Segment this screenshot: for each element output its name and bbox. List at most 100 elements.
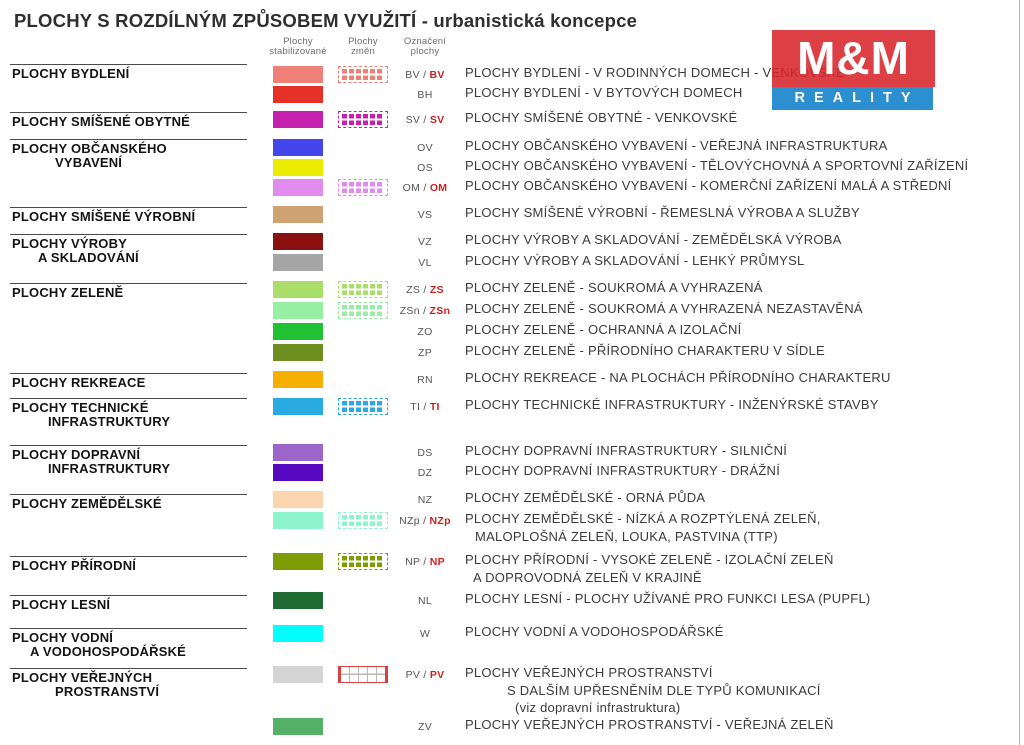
column-header-designation: Označení plochy xyxy=(403,36,447,57)
area-code-stable: PV / xyxy=(405,669,430,681)
area-description-line: PLOCHY VÝROBY A SKLADOVÁNÍ - ZEMĚDĚLSKÁ … xyxy=(465,232,842,247)
area-description-RN: PLOCHY REKREACE - NA PLOCHÁCH PŘÍRODNÍHO… xyxy=(465,369,891,387)
area-description-OV: PLOCHY OBČANSKÉHO VYBAVENÍ - VEŘEJNÁ INF… xyxy=(465,137,888,155)
stable-swatch-ZO xyxy=(273,323,323,340)
category-label-line: PLOCHY VÝROBY xyxy=(12,236,128,251)
area-code-VZ: VZ xyxy=(383,236,467,248)
area-code-stable: DZ xyxy=(417,467,433,479)
stable-swatch-DZ xyxy=(273,464,323,481)
mm-logo-mark: M&M xyxy=(772,30,935,87)
stable-swatch-VS xyxy=(273,206,323,223)
area-description-line: PLOCHY LESNÍ - PLOCHY UŽÍVANÉ PRO FUNKCI… xyxy=(465,591,871,606)
area-code-change: SV xyxy=(429,114,445,126)
area-code-stable: ZP xyxy=(417,347,433,359)
area-code-NZ: NZ xyxy=(383,494,467,506)
stable-swatch-OV xyxy=(273,139,323,156)
area-code-stable: NL xyxy=(417,595,433,607)
stable-swatch-DS xyxy=(273,444,323,461)
area-code-stable: BV / xyxy=(405,69,430,81)
stable-swatch-SV xyxy=(273,111,323,128)
area-description-line: MALOPLOŠNÁ ZELEŇ, LOUKA, PASTVINA (TTP) xyxy=(475,528,778,544)
area-description-VL: PLOCHY VÝROBY A SKLADOVÁNÍ - LEHKÝ PRŮMY… xyxy=(465,252,804,270)
category-divider xyxy=(10,234,247,235)
category-divider xyxy=(10,595,247,596)
area-description-DS: PLOCHY DOPRAVNÍ INFRASTRUKTURY - SILNIČN… xyxy=(465,442,787,460)
change-swatch-BV xyxy=(338,66,388,83)
area-description-line: (viz dopravní infrastruktura) xyxy=(515,700,681,715)
area-description-line: PLOCHY OBČANSKÉHO VYBAVENÍ - KOMERČNÍ ZA… xyxy=(465,178,952,193)
area-code-stable: DS xyxy=(417,447,433,459)
area-code-stable: OS xyxy=(417,162,433,174)
area-description-line: PLOCHY BYDLENÍ - V BYTOVÝCH DOMECH xyxy=(465,85,743,100)
category-divider xyxy=(10,668,247,669)
category-divider xyxy=(10,494,247,495)
category-label-line: INFRASTRUKTURY xyxy=(48,414,171,429)
stable-swatch-OS xyxy=(273,159,323,176)
area-description-ZP: PLOCHY ZELENĚ - PŘÍRODNÍHO CHARAKTERU V … xyxy=(465,342,825,360)
area-code-BV: BV / BV xyxy=(383,69,467,81)
area-code-stable: VZ xyxy=(417,236,433,248)
area-code-ZP: ZP xyxy=(383,347,467,359)
change-swatch-PV xyxy=(338,666,388,683)
area-description-line: S DALŠÍM UPŘESNĚNÍM DLE TYPŮ KOMUNIKACÍ xyxy=(507,682,821,698)
category-label-line: PLOCHY OBČANSKÉHO xyxy=(12,141,167,156)
stable-swatch-ZV xyxy=(273,718,323,735)
category-label: PLOCHY SMÍŠENÉ VÝROBNÍ xyxy=(12,210,195,224)
area-description-line: PLOCHY SMÍŠENÉ VÝROBNÍ - ŘEMESLNÁ VÝROBA… xyxy=(465,205,860,220)
category-label: PLOCHY DOPRAVNÍ INFRASTRUKTURY xyxy=(12,448,170,476)
area-code-stable: W xyxy=(419,628,431,640)
category-label: PLOCHY ZEMĚDĚLSKÉ xyxy=(12,497,162,511)
area-code-ZSn: ZSn / ZSn xyxy=(383,305,467,317)
stable-swatch-RN xyxy=(273,371,323,388)
change-swatch-ZSn xyxy=(338,302,388,319)
category-divider xyxy=(10,628,247,629)
area-description-line: PLOCHY ZEMĚDĚLSKÉ - NÍZKÁ A ROZPTÝLENÁ Z… xyxy=(465,511,821,526)
area-description-ZS: PLOCHY ZELENĚ - SOUKROMÁ A VYHRAZENÁ xyxy=(465,279,763,297)
area-description-line: PLOCHY VODNÍ A VODOHOSPODÁŘSKÉ xyxy=(465,624,724,639)
category-label: PLOCHY OBČANSKÉHO VYBAVENÍ xyxy=(12,142,167,170)
stable-swatch-BV xyxy=(273,66,323,83)
area-code-stable: NZ xyxy=(417,494,433,506)
area-description-line: PLOCHY VEŘEJNÝCH PROSTRANSTVÍ xyxy=(465,665,713,680)
stable-swatch-VZ xyxy=(273,233,323,250)
category-label-line: INFRASTRUKTURY xyxy=(48,461,171,476)
area-code-W: W xyxy=(383,628,467,640)
area-description-ZSn: PLOCHY ZELENĚ - SOUKROMÁ A VYHRAZENÁ NEZ… xyxy=(465,300,863,318)
area-description-line: PLOCHY OBČANSKÉHO VYBAVENÍ - TĚLOVÝCHOVN… xyxy=(465,158,969,173)
area-code-ZV: ZV xyxy=(383,721,467,733)
category-label: PLOCHY VODNÍ A VODOHOSPODÁŘSKÉ xyxy=(12,631,186,659)
category-label: PLOCHY VÝROBY A SKLADOVÁNÍ xyxy=(12,237,139,265)
area-code-DZ: DZ xyxy=(383,467,467,479)
mm-logo-reality-label: REALITY xyxy=(772,87,933,110)
mm-reality-logo: M&M REALITY xyxy=(772,30,935,110)
stable-swatch-ZS xyxy=(273,281,323,298)
area-description-NZp: PLOCHY ZEMĚDĚLSKÉ - NÍZKÁ A ROZPTÝLENÁ Z… xyxy=(465,510,821,545)
area-code-NP: NP / NP xyxy=(383,556,467,568)
area-code-stable: BH xyxy=(417,89,433,101)
change-swatch-SV xyxy=(338,111,388,128)
area-description-line: PLOCHY ZELENĚ - SOUKROMÁ A VYHRAZENÁ xyxy=(465,280,763,295)
area-description-line: PLOCHY DOPRAVNÍ INFRASTRUKTURY - SILNIČN… xyxy=(465,443,788,458)
category-label-line: PLOCHY DOPRAVNÍ xyxy=(12,447,141,462)
area-code-change: TI xyxy=(429,401,440,413)
area-code-RN: RN xyxy=(383,374,467,386)
stable-swatch-NZp xyxy=(273,512,323,529)
change-swatch-NZp xyxy=(338,512,388,529)
category-label-line: A VODOHOSPODÁŘSKÉ xyxy=(30,644,187,659)
area-code-change: BV xyxy=(429,69,445,81)
area-description-line: PLOCHY SMÍŠENÉ OBYTNÉ - VENKOVSKÉ xyxy=(465,110,738,125)
area-description-PV: PLOCHY VEŘEJNÝCH PROSTRANSTVÍ S DALŠÍM UP… xyxy=(465,664,821,717)
category-label: PLOCHY VEŘEJNÝCH PROSTRANSTVÍ xyxy=(12,671,159,699)
area-code-ZS: ZS / ZS xyxy=(383,284,467,296)
area-description-line: PLOCHY OBČANSKÉHO VYBAVENÍ - VEŘEJNÁ INF… xyxy=(465,138,888,153)
area-description-line: PLOCHY REKREACE - NA PLOCHÁCH PŘÍRODNÍHO… xyxy=(465,370,891,385)
area-code-OV: OV xyxy=(383,142,467,154)
area-description-OS: PLOCHY OBČANSKÉHO VYBAVENÍ - TĚLOVÝCHOVN… xyxy=(465,157,968,175)
change-swatch-ZS xyxy=(338,281,388,298)
category-divider xyxy=(10,398,247,399)
category-label-line: PLOCHY REKREACE xyxy=(12,375,146,390)
area-description-TI: PLOCHY TECHNICKÉ INFRASTRUKTURY - INŽENÝ… xyxy=(465,396,879,414)
area-code-stable: VS xyxy=(417,209,433,221)
area-code-stable: RN xyxy=(417,374,433,386)
area-code-change: NZp xyxy=(429,515,451,527)
